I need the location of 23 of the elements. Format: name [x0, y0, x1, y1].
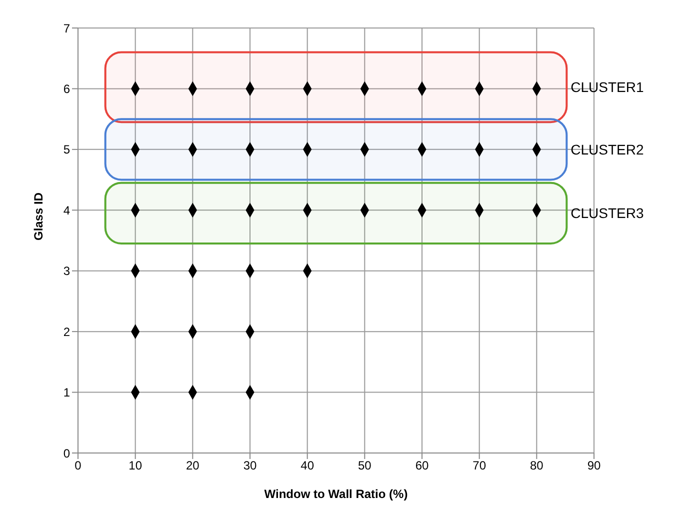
- x-tick-label: 80: [530, 458, 544, 473]
- x-tick-label: 60: [415, 458, 429, 473]
- x-tick-label: 0: [74, 458, 82, 473]
- band-label: CLUSTER3: [570, 205, 644, 222]
- y-tick-label: 3: [63, 264, 70, 278]
- x-tick-label: 50: [358, 458, 372, 473]
- x-tick-label: 40: [300, 458, 314, 473]
- y-tick-label: 5: [63, 142, 70, 157]
- y-tick-label: 1: [63, 386, 70, 400]
- y-tick-label: 6: [63, 82, 70, 96]
- band-label: CLUSTER2: [570, 141, 644, 158]
- x-tick-label: 10: [128, 458, 142, 473]
- y-tick-label: 7: [63, 21, 70, 36]
- x-tick-label: 30: [243, 458, 257, 473]
- y-tick-label: 2: [63, 324, 70, 339]
- band-label: CLUSTER1: [570, 79, 644, 96]
- y-tick-label: 4: [63, 203, 70, 218]
- y-axis-title: Glass ID: [31, 192, 46, 240]
- x-axis-title: Window to Wall Ratio (%): [264, 487, 408, 501]
- x-tick-label: 70: [472, 458, 486, 473]
- x-tick-label: 90: [587, 458, 601, 473]
- x-tick-label: 20: [186, 458, 200, 473]
- y-tick-label: 0: [63, 446, 70, 460]
